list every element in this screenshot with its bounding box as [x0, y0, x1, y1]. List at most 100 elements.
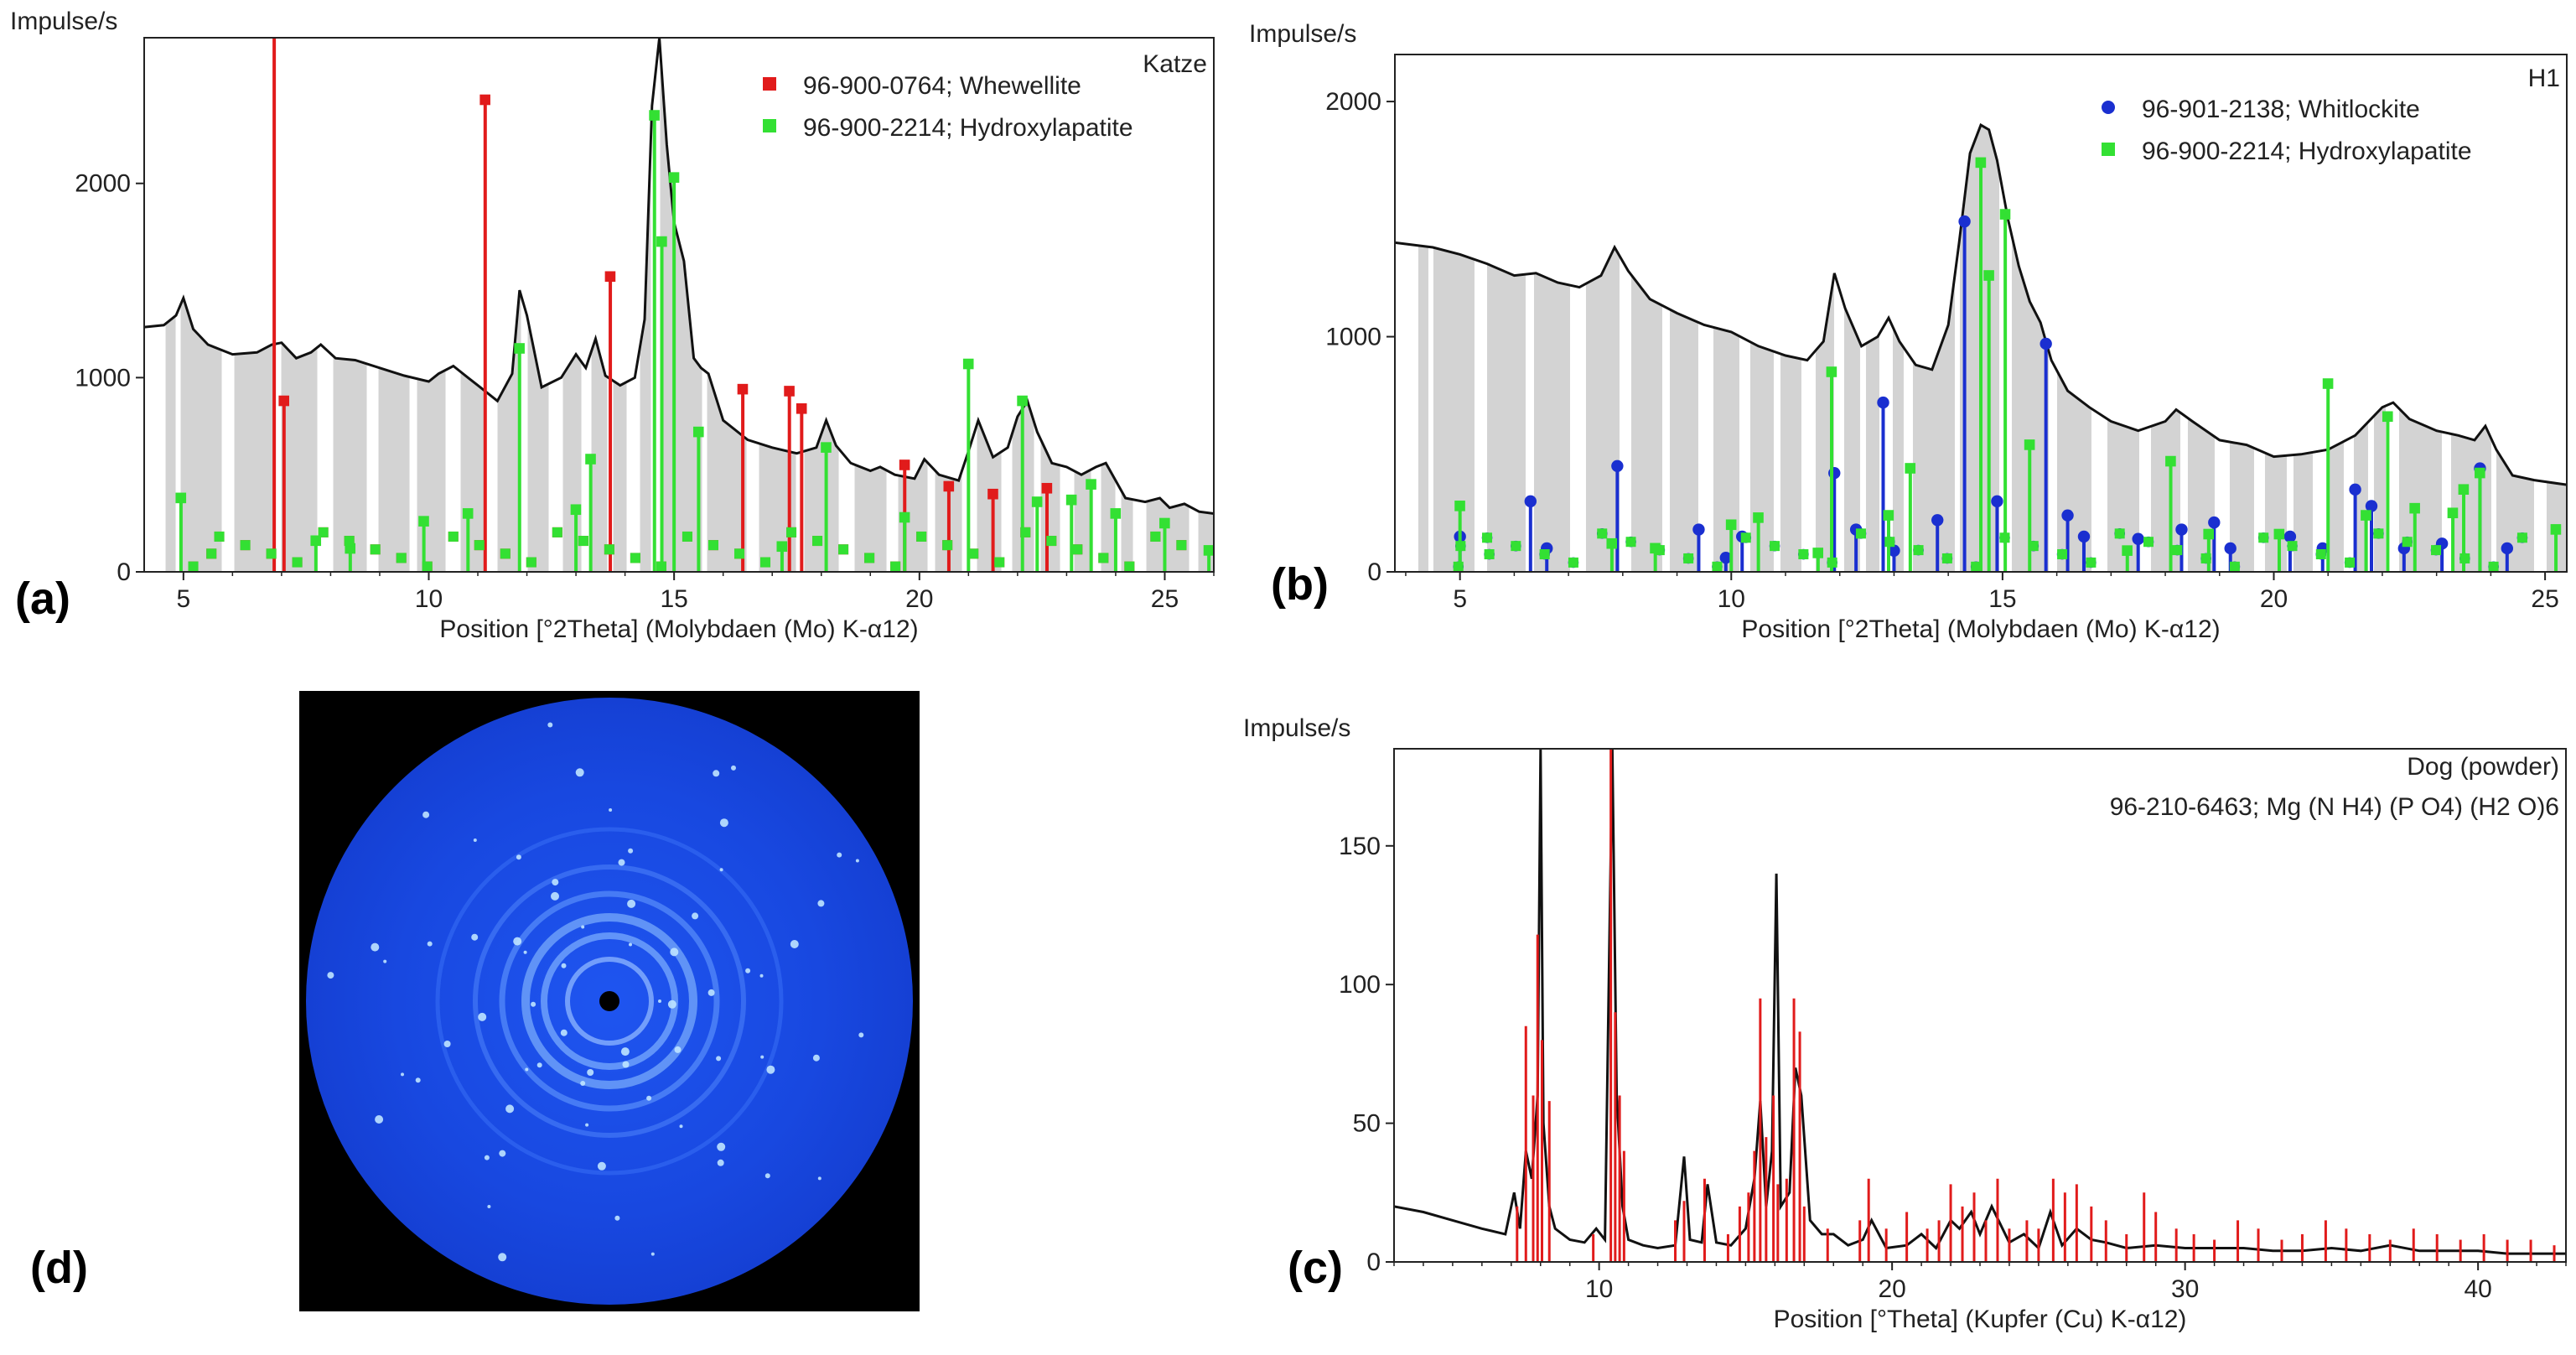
stick-marker-circle: [2349, 483, 2361, 496]
stick-marker-square: [2447, 507, 2459, 519]
diffraction-spot: [629, 942, 632, 947]
diffraction-spot: [620, 1047, 630, 1056]
stick-marker-square: [2322, 378, 2334, 389]
stick-marker-square: [1999, 532, 2010, 543]
diffraction-spot: [375, 1115, 384, 1124]
stick-marker-circle: [2175, 523, 2188, 536]
diffraction-spot: [523, 950, 527, 954]
stick-marker-square: [2488, 561, 2499, 572]
sample-title: Dog (powder): [2407, 753, 2559, 781]
diffraction-spot: [717, 1142, 726, 1151]
diffraction-spot: [667, 999, 676, 1009]
x-tick-label: 15: [1988, 585, 2016, 613]
stick-marker-circle: [1524, 495, 1537, 508]
diffraction-spot: [383, 959, 387, 963]
diffraction-spot: [719, 818, 728, 828]
stick-marker-square: [1454, 501, 1465, 511]
stick-marker-square: [776, 541, 788, 553]
stick-marker-square: [2475, 467, 2485, 479]
stick-marker-square: [2172, 545, 2183, 556]
diffraction-spot: [597, 1161, 606, 1171]
diffraction-spot: [551, 891, 559, 901]
stick-marker-square: [2258, 532, 2269, 543]
stick-marker-square: [462, 508, 474, 519]
diffraction-spot: [499, 1150, 506, 1157]
diffraction-ring-3: [521, 913, 697, 1089]
stick-marker-square: [1770, 541, 1780, 552]
stick-marker-square: [1086, 479, 1096, 490]
x-tick-label: 20: [2260, 585, 2288, 613]
stick-marker-square: [1031, 496, 1043, 507]
stick-marker-square: [1041, 482, 1053, 494]
stick-marker-square: [422, 561, 433, 572]
stick-marker-square: [1098, 553, 1109, 563]
diffraction-spot: [674, 1046, 682, 1053]
stick-marker-square: [1020, 527, 1031, 537]
x-tick-label: 20: [1878, 1275, 1905, 1303]
diffraction-spot: [622, 1061, 630, 1068]
stick-marker-square: [206, 548, 217, 559]
diffraction-spot: [484, 1155, 490, 1160]
chart-panel-b: 5 10 15 20 25 0 1000 2000 Position [°2Theta] (Mo…: [1249, 20, 2568, 643]
stick-marker-circle: [1931, 514, 1944, 527]
stick-marker-square: [2200, 553, 2211, 563]
stick-marker-square: [1827, 557, 1837, 568]
legend-entry: 96-210-6463; Mg (N H4) (P O4) (H2 O)6: [2110, 793, 2559, 821]
y-tick-label: 100: [1339, 971, 1381, 999]
diffraction-spot: [560, 1029, 568, 1036]
y-axis-label: Impulse/s: [1249, 20, 1356, 48]
stick-marker-square: [668, 172, 680, 183]
stick-marker-square: [175, 492, 187, 504]
stick-marker-square: [864, 553, 875, 563]
stick-marker-square: [1482, 532, 1493, 543]
diffraction-spot: [719, 868, 723, 872]
diffraction-ring-1: [565, 957, 654, 1046]
stick-marker-square: [188, 561, 199, 572]
diffraction-spot: [561, 963, 567, 968]
stick-marker-square: [630, 553, 640, 563]
stick-marker-square: [2024, 439, 2035, 450]
diffraction-spot: [581, 925, 585, 929]
x-tick-label: 30: [2171, 1275, 2199, 1303]
stick-marker-square: [784, 386, 795, 397]
beam-stop: [599, 991, 619, 1011]
stick-marker-square: [479, 94, 490, 106]
stick-marker-square: [1511, 541, 1521, 552]
diffraction-spot: [790, 940, 799, 948]
stick-marker-square: [1855, 528, 1866, 539]
panel-label-d: (d): [30, 1243, 88, 1293]
x-axis-label: Position [°2Theta] (Molybdaen (Mo) K-α12…: [1741, 615, 2220, 643]
x-tick-label: 25: [1151, 585, 1179, 613]
reference-sticks: [1453, 157, 2562, 572]
stick-marker-square: [500, 548, 511, 559]
stick-marker-square: [448, 531, 459, 542]
stick-marker-circle: [1991, 495, 2003, 508]
stick-marker-square: [2550, 524, 2562, 535]
stick-marker-square: [1625, 537, 1636, 548]
diffraction-spot: [679, 1124, 683, 1129]
legend-entry: 96-900-2214; Hydroxylapatite: [2142, 138, 2472, 165]
stick-marker-circle: [2132, 532, 2144, 545]
diffraction-spot: [422, 811, 430, 818]
stick-marker-square: [1725, 519, 1737, 531]
stick-marker-square: [1654, 545, 1665, 556]
y-tick-label: 0: [1367, 558, 1381, 586]
diffraction-spot: [536, 1062, 542, 1068]
stick-marker-square: [1683, 553, 1694, 563]
stick-marker-circle: [2061, 509, 2074, 522]
x-tick-label: 10: [415, 585, 443, 613]
stick-marker-square: [656, 561, 666, 572]
stick-marker-square: [370, 544, 381, 555]
stick-marker-square: [1568, 557, 1578, 568]
x-tick-label: 20: [905, 585, 933, 613]
stick-marker-square: [899, 511, 910, 523]
stick-marker-square: [2459, 553, 2470, 563]
stick-marker-square: [1124, 561, 1135, 572]
stick-marker-square: [890, 561, 901, 572]
diffraction-spot: [765, 1173, 770, 1179]
stick-marker-square: [916, 531, 927, 542]
stick-marker-square: [2402, 537, 2413, 548]
diffraction-spot: [759, 973, 764, 978]
diffraction-spot: [327, 972, 334, 979]
diffraction-spot: [614, 1215, 620, 1221]
